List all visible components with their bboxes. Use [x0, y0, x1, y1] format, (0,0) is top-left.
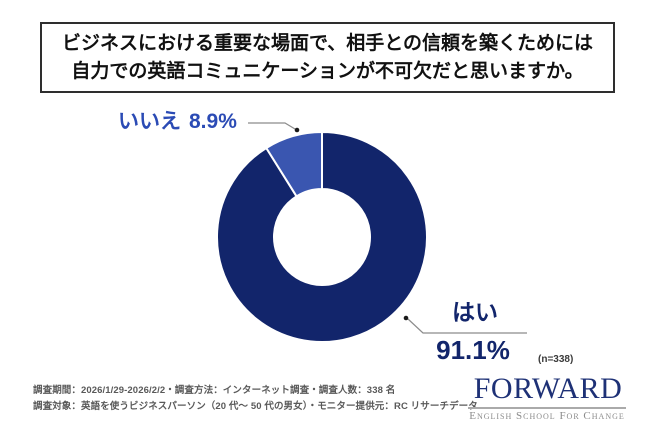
forward-logo-wordmark: FORWARD	[473, 372, 623, 405]
slice-label-no-text: いいえ	[118, 110, 181, 133]
survey-note-line1: 調査期間：2026/1/29-2026/2/2・調査方法：インターネット調査・調…	[33, 385, 396, 396]
slice-label-yes-value: 91.1%	[436, 335, 510, 365]
survey-note-line2: 調査対象：英語を使うビジネスパーソン（20 代〜 50 代の男女）・モニター提供…	[33, 401, 478, 412]
slice-label-yes-text: はい	[452, 299, 498, 325]
forward-logo-rule	[468, 407, 626, 409]
sample-size-note: (n=338)	[538, 354, 574, 365]
donut-slice-はい	[216, 131, 428, 343]
forward-logo: FORWARD English School For Change	[468, 374, 628, 422]
question-title-line1: ビジネスにおける重要な場面で、相手との信頼を築くためには	[61, 32, 594, 54]
donut-slice-いいえ	[265, 131, 323, 198]
question-title-line2: 自力での英語コミュニケーションが不可欠だと思いますか。	[71, 60, 584, 82]
forward-logo-tagline: English School For Change	[469, 409, 625, 422]
slice-label-no: いいえ 8.9%	[118, 111, 237, 132]
question-title-box: ビジネスにおける重要な場面で、相手との信頼を築くためには 自力での英語コミュニケ…	[40, 22, 615, 93]
donut-chart	[216, 131, 428, 343]
slice-label-no-value: 8.9%	[189, 110, 237, 133]
